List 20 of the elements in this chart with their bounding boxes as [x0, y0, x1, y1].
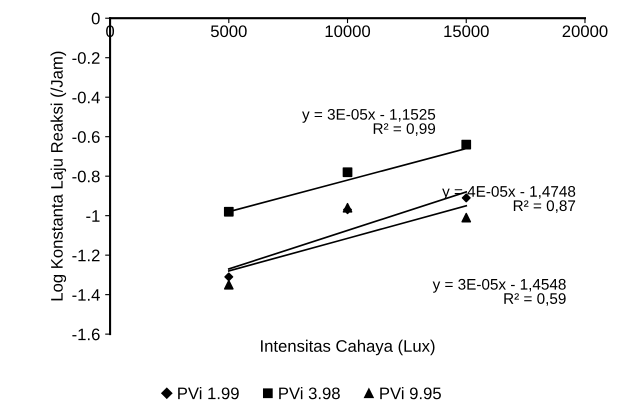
y-tick-label: -0.2 [72, 52, 100, 64]
x-tick-label: 10000 [326, 25, 370, 38]
y-tick-label: 0 [92, 12, 100, 24]
legend-label: PVi 1.99 [178, 387, 239, 400]
y-tick-label: -1.2 [72, 250, 100, 262]
y-tick-label: -0.8 [72, 170, 100, 182]
annotation: y = 3E-05x - 1,1525 R² = 0,99 [302, 108, 436, 136]
y-tick-label: -0.6 [72, 131, 100, 143]
y-tick-label: -1.4 [72, 289, 100, 301]
legend-label: PVi 3.98 [279, 387, 340, 400]
y-tick-label: -0.4 [72, 92, 100, 104]
y-axis-title: Log Konstanta Laju Reaksi (/Jam) [50, 52, 66, 300]
x-tick-label: 5000 [210, 25, 247, 38]
x-tick-label: 20000 [562, 25, 608, 38]
x-axis-title: Intensitas Cahaya (Lux) [261, 340, 435, 356]
y-tick-label: -1.6 [72, 328, 100, 340]
x-tick-label: 15000 [444, 25, 489, 38]
annotation: y = 3E-05x - 1,4548 R² = 0,59 [432, 278, 566, 306]
y-tick-label: -1 [86, 210, 100, 222]
legend-label: PVi 9.95 [380, 387, 441, 400]
